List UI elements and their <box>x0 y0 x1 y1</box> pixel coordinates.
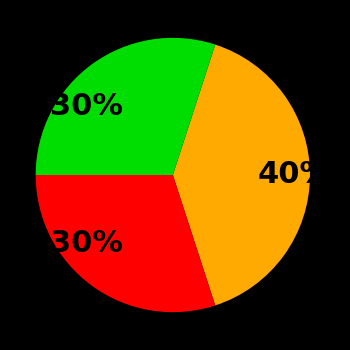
Wedge shape <box>36 175 215 312</box>
Wedge shape <box>36 38 215 175</box>
Wedge shape <box>173 44 310 306</box>
Text: 30%: 30% <box>50 229 123 258</box>
Text: 30%: 30% <box>50 92 123 121</box>
Text: 40%: 40% <box>258 161 331 189</box>
